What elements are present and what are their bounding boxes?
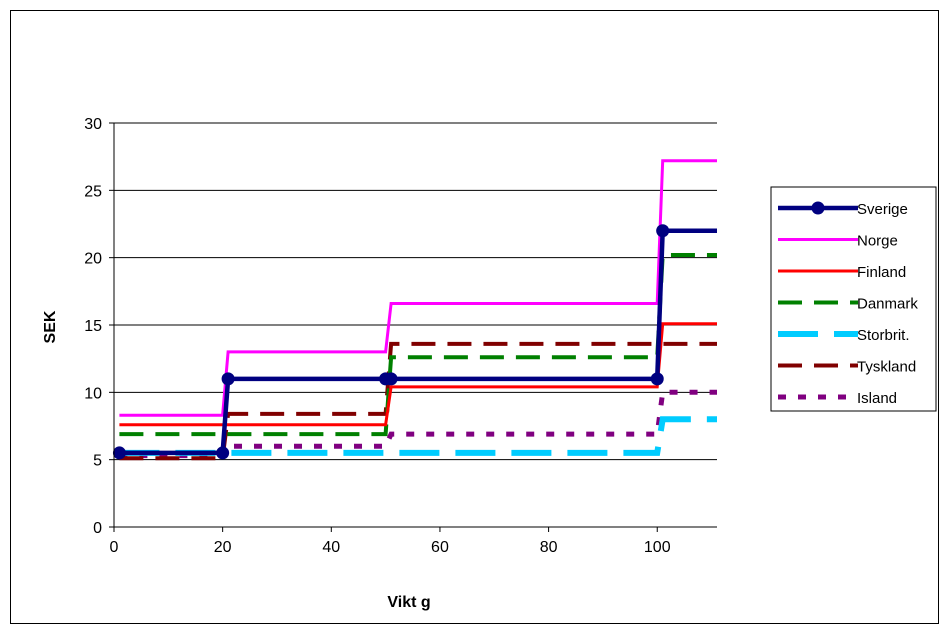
x-tick-label: 60	[431, 539, 449, 556]
series-line-finland	[119, 322, 717, 427]
axes	[109, 122, 717, 532]
y-tick-labels: 0 5 10 15 20 25 30	[84, 116, 102, 537]
data-point-marker	[384, 372, 398, 386]
legend-label: Storbrit.	[857, 327, 910, 344]
series-lines	[119, 159, 717, 461]
legend-label: Sverige	[857, 201, 908, 218]
legend-label: Norge	[857, 233, 898, 250]
data-point-marker	[650, 372, 664, 386]
x-tick-labels: 0 20 40 60 80 100	[110, 539, 671, 556]
y-tick-label: 10	[84, 385, 102, 402]
series-line-norge	[119, 159, 717, 417]
y-tick-label: 0	[93, 520, 102, 537]
legend-box	[770, 186, 937, 412]
legend-label: Danmark	[857, 296, 918, 313]
data-point-marker	[216, 446, 230, 460]
series-line-sverige	[119, 228, 717, 456]
x-axis-title: Vikt g	[387, 594, 430, 611]
gridlines	[114, 122, 717, 528]
data-point-marker	[112, 446, 126, 460]
x-tick-label: 20	[214, 539, 232, 556]
series-line-storbrit	[119, 416, 717, 456]
chart-frame: 0 20 40 60 80 100 0 5 10 15 20 25 30 Vikt g SEK Sve…	[10, 10, 939, 624]
data-point-marker	[656, 224, 670, 238]
series-line-tyskland	[119, 341, 717, 461]
legend: Sverige Norge Finland Danmark Storbrit. Tyskl…	[770, 186, 937, 412]
x-tick-label: 80	[540, 539, 558, 556]
data-point-marker	[221, 372, 235, 386]
x-tick-label: 0	[110, 539, 119, 556]
legend-label: Tyskland	[857, 359, 916, 376]
y-tick-label: 20	[84, 251, 102, 268]
y-tick-label: 15	[84, 318, 102, 335]
y-axis-title: SEK	[42, 310, 59, 343]
line-chart: 0 20 40 60 80 100 0 5 10 15 20 25 30 Vikt g SEK Sve…	[42, 116, 937, 611]
y-tick-label: 25	[84, 183, 102, 200]
legend-label: Finland	[857, 264, 906, 281]
legend-label: Island	[857, 390, 897, 407]
x-tick-label: 40	[322, 539, 340, 556]
x-tick-label: 100	[644, 539, 671, 556]
series-markers	[112, 224, 670, 460]
y-tick-label: 5	[93, 453, 102, 470]
y-tick-label: 30	[84, 116, 102, 133]
legend-marker	[811, 201, 825, 215]
